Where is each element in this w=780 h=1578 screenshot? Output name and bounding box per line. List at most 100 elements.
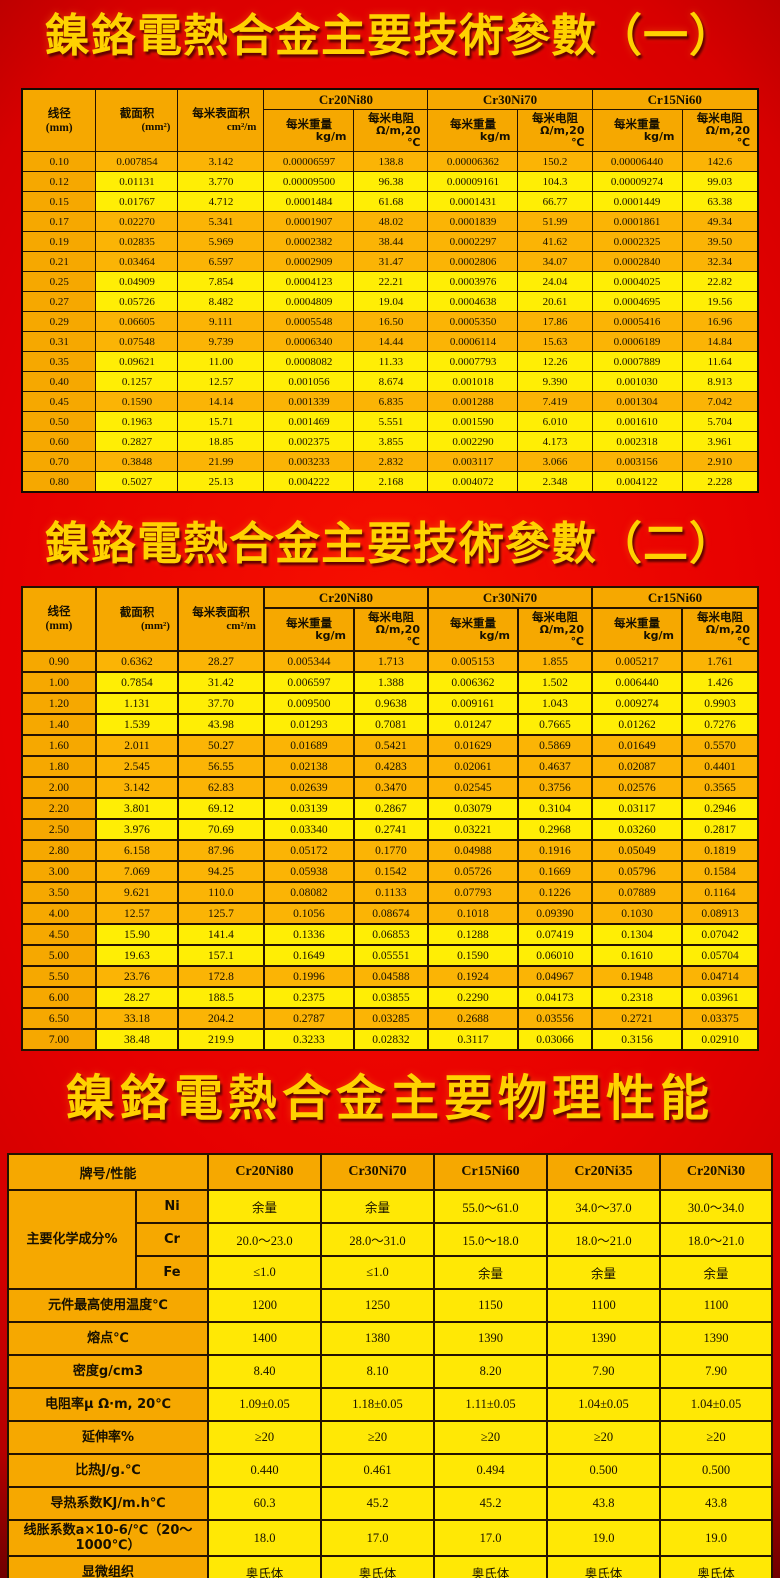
value-cell: 0.04988 [426,839,519,862]
value-cell: 94.25 [176,860,265,883]
element-label: Ni [135,1189,209,1224]
value-cell: 0.001610 [591,411,683,432]
value-cell: 0.05551 [352,944,429,967]
value-cell: 15.63 [517,331,593,352]
value-cell: 0.05938 [262,860,355,883]
property-value: 60.3 [207,1486,322,1521]
value-cell: 2.832 [353,451,429,472]
diameter-cell: 5.00 [20,944,97,967]
table-row: 0.17 0.02270 5.341 0.0001907 48.02 0.0001839 5… [21,211,759,232]
value-cell: 0.007854 [95,151,179,172]
value-cell: 0.4283 [352,755,429,778]
value-cell: 12.57 [177,371,265,392]
value-cell: 0.1164 [680,881,760,904]
value-cell: 1.043 [516,692,594,715]
value-cell: 204.2 [176,1007,265,1030]
value-cell: 0.0005350 [427,311,519,332]
value-cell: 0.003156 [591,451,683,472]
diameter-cell: 0.12 [21,171,97,192]
value-cell: 0.08082 [262,881,355,904]
value-cell: 0.07793 [426,881,519,904]
table-row: 0.27 0.05726 8.482 0.0004809 19.04 0.0004638 2… [21,291,759,312]
value-cell: 2.228 [681,471,759,493]
value-cell: 3.066 [517,451,593,472]
value-cell: 1.502 [516,671,594,694]
table-row: 0.70 0.3848 21.99 0.003233 2.832 0.003117 3.06… [21,451,759,472]
table-row: 5.00 19.63 157.1 0.1649 0.05551 0.1590 0.06010… [20,944,760,967]
value-cell: 19.56 [681,291,759,312]
property-value: 45.2 [433,1486,548,1521]
value-cell: 0.006362 [426,671,519,694]
diameter-cell: 2.80 [20,839,97,862]
header-weight: 每米重量 kg/m [591,607,683,652]
value-cell: 0.1336 [262,923,355,946]
value-cell: 3.142 [94,776,179,799]
value-cell: 37.70 [176,692,265,715]
value-cell: 0.03260 [591,818,683,841]
diameter-cell: 1.20 [20,692,97,715]
table-row: 2.50 3.976 70.69 0.03340 0.2741 0.03221 0.2968… [20,818,760,841]
param-table-1: 线径 (mm) 截面积 (mm²) 每米表面积 cm²/m Cr20Ni80 C… [20,88,760,493]
property-value: ≥20 [207,1420,322,1455]
diameter-cell: 3.00 [20,860,97,883]
value-cell: 141.4 [176,923,265,946]
value-cell: 0.1948 [591,965,683,988]
value-cell: 5.969 [177,231,265,252]
property-value: ≥20 [546,1420,661,1455]
diameter-cell: 2.50 [20,818,97,841]
value-cell: 14.84 [681,331,759,352]
table-row: 0.25 0.04909 7.854 0.0004123 22.21 0.0003976 2… [21,271,759,292]
chem-value: 20.0～23.0 [207,1222,322,1257]
value-cell: 0.001339 [263,391,355,412]
value-cell: 0.0001484 [263,191,355,212]
table-row: 0.40 0.1257 12.57 0.001056 8.674 0.001018 9.39… [21,371,759,392]
value-cell: 0.03221 [426,818,519,841]
property-value: 0.494 [433,1453,548,1488]
value-cell: 0.1018 [426,902,519,925]
table-row: 6.00 28.27 188.5 0.2375 0.03855 0.2290 0.04173… [20,986,760,1009]
value-cell: 18.85 [177,431,265,452]
value-cell: 0.07042 [680,923,760,946]
value-cell: 0.03117 [591,797,683,820]
value-cell: 2.910 [681,451,759,472]
value-cell: 6.158 [94,839,179,862]
header-brand-cr20ni30: Cr20Ni30 [659,1153,773,1191]
property-value: 45.2 [320,1486,435,1521]
header-brand-cr15ni60: Cr15Ni60 [591,88,759,110]
diameter-cell: 0.29 [21,311,97,332]
value-cell: 41.62 [517,231,593,252]
value-cell: 104.3 [517,171,593,192]
value-cell: 1.713 [352,650,429,673]
value-cell: 0.07889 [591,881,683,904]
value-cell: 0.003233 [263,451,355,472]
property-value: 0.500 [546,1453,661,1488]
value-cell: 0.03464 [95,251,179,272]
header-weight: 每米重量 kg/m [263,109,355,152]
header-resistance: 每米电阻 Ω/m,20 ℃ [681,109,759,152]
value-cell: 0.0002325 [591,231,683,252]
header-resistance: 每米电阻 Ω/m,20 ℃ [352,607,429,652]
value-cell: 0.09390 [516,902,594,925]
value-cell: 0.01767 [95,191,179,212]
value-cell: 0.06853 [352,923,429,946]
value-cell: 0.3117 [426,1028,519,1051]
diameter-cell: 1.00 [20,671,97,694]
value-cell: 0.01689 [262,734,355,757]
value-cell: 19.63 [94,944,179,967]
value-cell: 38.48 [94,1028,179,1051]
value-cell: 28.27 [94,986,179,1009]
property-value: 1390 [659,1321,773,1356]
value-cell: 172.8 [176,965,265,988]
value-cell: 3.801 [94,797,179,820]
diameter-cell: 0.31 [21,331,97,352]
diameter-cell: 1.60 [20,734,97,757]
table-row: 2.80 6.158 87.96 0.05172 0.1770 0.04988 0.1916… [20,839,760,862]
value-cell: 2.545 [94,755,179,778]
property-label: 延伸率% [7,1420,209,1455]
diameter-cell: 0.35 [21,351,97,372]
value-cell: 0.1590 [426,944,519,967]
value-cell: 219.9 [176,1028,265,1051]
header-brand-cr30ni70: Cr30Ni70 [426,586,594,609]
property-value: 1100 [546,1288,661,1323]
value-cell: 16.50 [353,311,429,332]
